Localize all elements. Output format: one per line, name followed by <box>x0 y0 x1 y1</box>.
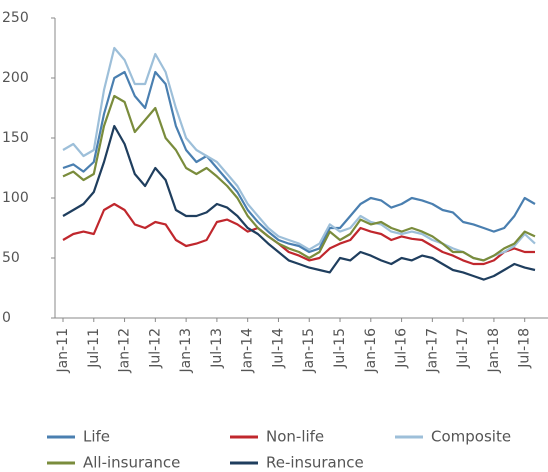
x-tick-label: Jan-16 <box>363 328 379 374</box>
legend-label: Re-insurance <box>266 454 364 472</box>
series-line <box>62 46 536 262</box>
y-tick-label: 200 <box>2 70 29 86</box>
series-line <box>62 202 535 266</box>
y-tick-label: 0 <box>2 310 11 326</box>
x-tick-label: Jan-11 <box>55 328 71 373</box>
x-tick-label: Jan-12 <box>117 328 133 373</box>
y-tick-label: 150 <box>2 130 29 146</box>
legend-label: Non-life <box>266 428 324 446</box>
x-tick-label: Jul-12 <box>147 328 163 369</box>
y-tick-label: 250 <box>2 10 29 26</box>
x-tick-label: Jul-18 <box>517 328 533 369</box>
x-tick-label: Jul-14 <box>270 328 286 369</box>
y-tick-label: 100 <box>2 190 29 206</box>
x-tick-label: Jan-18 <box>486 328 502 373</box>
legend-label: Life <box>83 428 110 446</box>
series-line <box>62 94 536 262</box>
x-tick-label: Jul-11 <box>86 328 102 369</box>
x-tick-label: Jan-17 <box>424 328 440 373</box>
x-tick-label: Jan-14 <box>240 328 256 374</box>
series-line <box>62 124 536 281</box>
x-tick-label: Jul-17 <box>455 328 471 369</box>
legend-label: Composite <box>431 428 511 446</box>
x-tick-label: Jul-15 <box>332 328 348 369</box>
series-line <box>62 70 536 254</box>
y-tick-label: 50 <box>2 250 20 266</box>
legend-label: All-insurance <box>83 454 180 472</box>
x-tick-label: Jan-15 <box>301 328 317 373</box>
x-tick-label: Jul-13 <box>209 328 225 369</box>
x-tick-label: Jan-13 <box>178 328 194 373</box>
x-tick-label: Jul-16 <box>394 328 410 369</box>
